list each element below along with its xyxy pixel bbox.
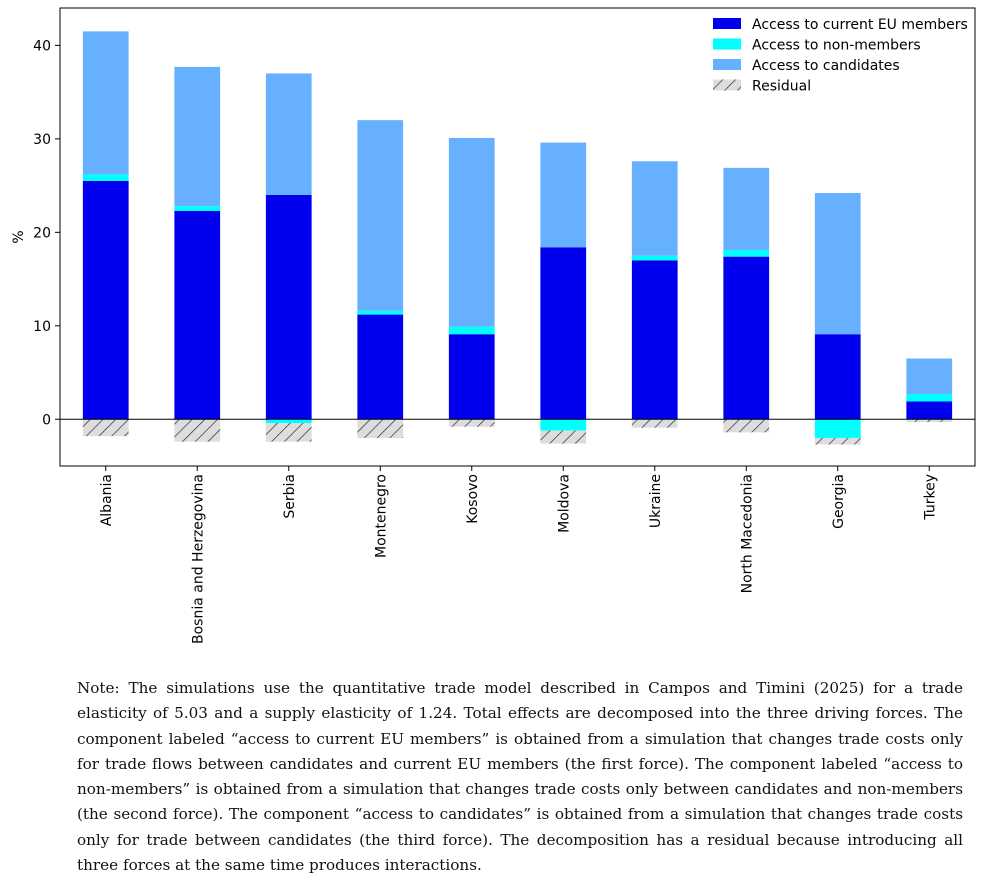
bar-turkey-series-1: [906, 394, 953, 402]
y-axis: 0 10 20 30 40: [33, 38, 60, 428]
x-tick-label: Serbia: [282, 474, 298, 519]
bar-georgia-series-3: [814, 437, 861, 445]
y-tick-label: 10: [33, 319, 51, 335]
x-tick-label: Kosovo: [465, 474, 481, 524]
y-tick-label: 40: [33, 38, 51, 54]
bar-serbia-series-2: [265, 73, 312, 195]
x-tick-label: Georgia: [831, 474, 847, 529]
bar-montenegro-series-0: [357, 314, 404, 420]
x-tick-label: Bosnia and Herzegovina: [190, 474, 206, 644]
bar-kosovo-series-3: [448, 419, 495, 427]
x-tick-label: Albania: [99, 474, 115, 526]
bar-ukraine-series-3: [631, 419, 678, 428]
bar-albania-series-2: [82, 31, 129, 175]
legend: Access to current EU members Access to no…: [713, 17, 968, 95]
bar-turkey-series-2: [906, 358, 953, 395]
bar-north-macedonia-series-2: [723, 167, 770, 251]
x-axis: Albania Bosnia and Herzegovina Serbia Monte…: [99, 466, 938, 644]
bar-bosnia-and-herzegovina-series-2: [174, 66, 221, 207]
legend-label: Access to current EU members: [752, 17, 968, 33]
bar-kosovo-series-1: [448, 326, 495, 335]
bar-north-macedonia-series-3: [723, 419, 770, 433]
bar-ukraine-series-2: [631, 161, 678, 256]
bar-serbia-series-0: [265, 194, 312, 420]
bar-moldova-series-1: [540, 419, 587, 431]
bar-albania-series-1: [82, 174, 129, 181]
bar-bosnia-and-herzegovina-series-0: [174, 210, 221, 420]
bar-moldova-series-3: [540, 430, 587, 444]
legend-label: Access to non-members: [752, 38, 921, 54]
x-tick-label: North Macedonia: [739, 474, 755, 593]
bar-montenegro-series-2: [357, 120, 404, 311]
bar-ukraine-series-0: [631, 260, 678, 420]
x-tick-label: Montenegro: [373, 474, 389, 558]
bar-bosnia-and-herzegovina-series-1: [174, 206, 221, 211]
bar-serbia-series-1: [265, 419, 312, 424]
bar-serbia-series-3: [265, 423, 312, 442]
x-tick-label: Turkey: [922, 474, 938, 521]
bar-moldova-series-2: [540, 142, 587, 248]
y-tick-label: 0: [42, 412, 51, 428]
bar-montenegro-series-1: [357, 310, 404, 315]
y-tick-label: 20: [33, 225, 51, 241]
legend-label: Residual: [752, 79, 811, 95]
bar-north-macedonia-series-0: [723, 256, 770, 420]
legend-label: Access to candidates: [752, 58, 900, 74]
x-tick-label: Moldova: [556, 474, 572, 533]
bar-north-macedonia-series-1: [723, 250, 770, 257]
legend-swatch: [713, 38, 741, 50]
x-tick-label: Ukraine: [648, 474, 664, 528]
legend-swatch: [713, 79, 741, 91]
bars-group: [82, 31, 953, 445]
legend-swatch: [713, 59, 741, 70]
bar-turkey-series-3: [906, 419, 953, 423]
bar-ukraine-series-1: [631, 255, 678, 261]
plot-frame: [59, 7, 976, 467]
legend-swatch: [713, 18, 741, 29]
bar-kosovo-series-0: [448, 334, 495, 420]
y-axis-label: %: [11, 230, 27, 243]
bar-georgia-series-0: [814, 334, 861, 420]
bar-montenegro-series-3: [357, 419, 404, 438]
bar-georgia-series-1: [814, 419, 861, 438]
bar-albania-series-3: [82, 419, 129, 437]
figure-note: Note: The simulations use the quantitati…: [77, 679, 963, 875]
bar-georgia-series-2: [814, 193, 861, 335]
bar-turkey-series-0: [906, 401, 953, 420]
bar-moldova-series-0: [540, 247, 587, 420]
stacked-bar-chart: 0 10 20 30 40 Albania Bosnia and Herzegovina S…: [11, 7, 976, 644]
bar-bosnia-and-herzegovina-series-3: [174, 419, 221, 442]
bar-kosovo-series-2: [448, 137, 495, 327]
bar-albania-series-0: [82, 180, 129, 420]
y-tick-label: 30: [33, 132, 51, 148]
